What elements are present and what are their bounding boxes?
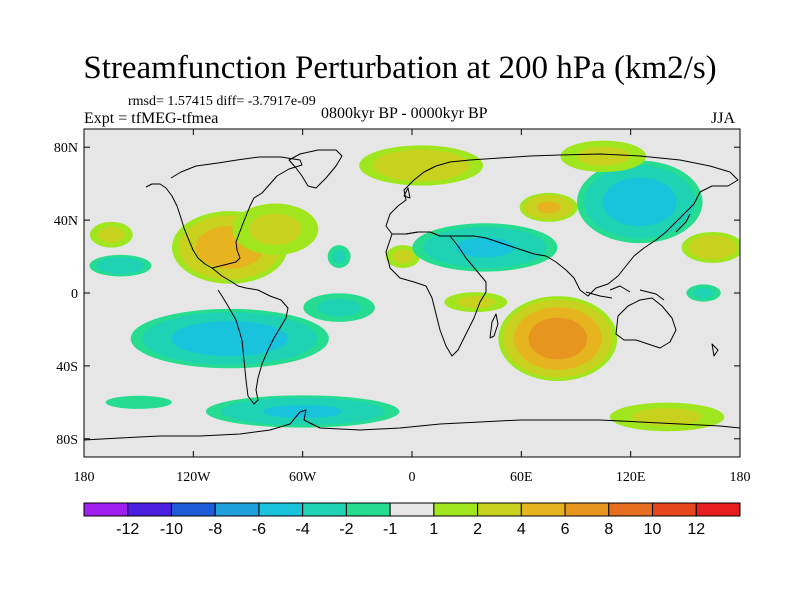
anomaly-19-level-1 (693, 287, 715, 299)
lon-tick-label: 60E (510, 470, 533, 485)
colorbar-box (477, 502, 522, 517)
lon-tick-label: 180 (730, 470, 751, 485)
colorbar-label: -12 (116, 521, 139, 538)
anomaly-15-level-1 (317, 298, 361, 317)
colorbar-box (302, 502, 347, 517)
colorbar-label: -4 (296, 521, 310, 538)
colorbar-box (608, 502, 654, 517)
chart-title: Streamfunction Perturbation at 200 hPa (… (83, 50, 717, 86)
anomaly-17-level-0 (105, 395, 172, 409)
map-panel (83, 128, 741, 458)
anomaly-2-level-1 (96, 257, 145, 275)
lat-tick-label: 80N (54, 141, 78, 156)
coast-australia (615, 297, 677, 349)
coast-north-america (145, 156, 303, 269)
coast-greenland (288, 149, 343, 189)
lon-tick-label: 120E (616, 470, 646, 485)
colorbar-label: 8 (604, 521, 613, 538)
anomaly-layer (89, 140, 740, 432)
colorbar-box (170, 502, 216, 517)
colorbar-label: 2 (473, 521, 482, 538)
colorbar-box (433, 502, 479, 517)
coast-uk (403, 187, 411, 199)
colorbar-label: 4 (517, 521, 526, 538)
colorbar-label: -1 (383, 521, 397, 538)
colorbar-label: -2 (339, 521, 353, 538)
colorbar-box (83, 502, 129, 517)
coastline-layer (84, 149, 740, 441)
anomaly-3-level-1 (98, 226, 125, 243)
colorbar-label: -6 (252, 521, 266, 538)
anomaly-12-level-1 (456, 295, 496, 309)
colorbar-box (127, 502, 172, 517)
anomaly-14-level-2 (171, 321, 289, 357)
colorbar-label: 6 (561, 521, 570, 538)
anomaly-9-level-2 (602, 177, 677, 227)
colorbar-label: 10 (644, 521, 662, 538)
lon-tick-label: 180 (74, 470, 95, 485)
coast-antarctica (84, 409, 740, 441)
anomaly-1-level-1 (249, 213, 302, 245)
anomaly-6-level-1 (372, 149, 470, 182)
colorbar: -12 -10 -8 -6 -4 -2 -1 1 2 4 6 8 10 12 (83, 502, 741, 538)
anomaly-18-level-1 (632, 408, 703, 426)
rmsd-diff-stats: rmsd= 1.57415 diff= -3.7917e-09 (128, 94, 316, 109)
colorbar-label: -8 (208, 521, 222, 538)
anomaly-5-level-1 (392, 249, 414, 264)
coast-indonesia (585, 285, 665, 301)
colorbar-box (345, 502, 391, 517)
lat-tick-label: 40N (54, 214, 78, 229)
colorbar-box (695, 502, 741, 517)
lon-tick-label: 0 (409, 470, 416, 485)
lat-tick-label: 40S (56, 360, 78, 375)
coast-africa (385, 231, 487, 357)
coast-new-zealand (711, 343, 719, 357)
anomaly-8-level-2 (536, 201, 561, 214)
coast-eurasia (385, 153, 739, 297)
experiment-label: Expt = tfMEG-tfmea (84, 110, 219, 127)
lat-tick-label: 80S (56, 433, 78, 448)
colorbar-box (389, 502, 435, 517)
anomaly-11-level-1 (688, 235, 737, 260)
season-label: JJA (711, 110, 736, 127)
colorbar-label: -10 (160, 521, 183, 538)
axis-ticks: 180 120W 60W 0 60E 120E 180 80N 40N 0 40S 80S (54, 129, 751, 485)
anomaly-4-level-1 (332, 249, 347, 264)
anomaly-13-level-3 (528, 317, 588, 360)
lat-tick-label: 0 (71, 287, 78, 302)
colorbar-box (652, 502, 697, 517)
colorbar-box (214, 502, 260, 517)
colorbar-label: 1 (429, 521, 438, 538)
lon-tick-label: 60W (289, 470, 317, 485)
period-label: 0800kyr BP - 0000kyr BP (321, 105, 488, 122)
lon-tick-label: 120W (176, 470, 211, 485)
coast-madagascar (489, 313, 499, 339)
coast-south-america (211, 267, 289, 405)
colorbar-box (564, 502, 610, 517)
coast-japan (675, 213, 691, 233)
colorbar-box (258, 502, 304, 517)
colorbar-box (520, 502, 566, 517)
colorbar-label: 12 (687, 521, 705, 538)
anomaly-10-level-1 (577, 146, 630, 166)
